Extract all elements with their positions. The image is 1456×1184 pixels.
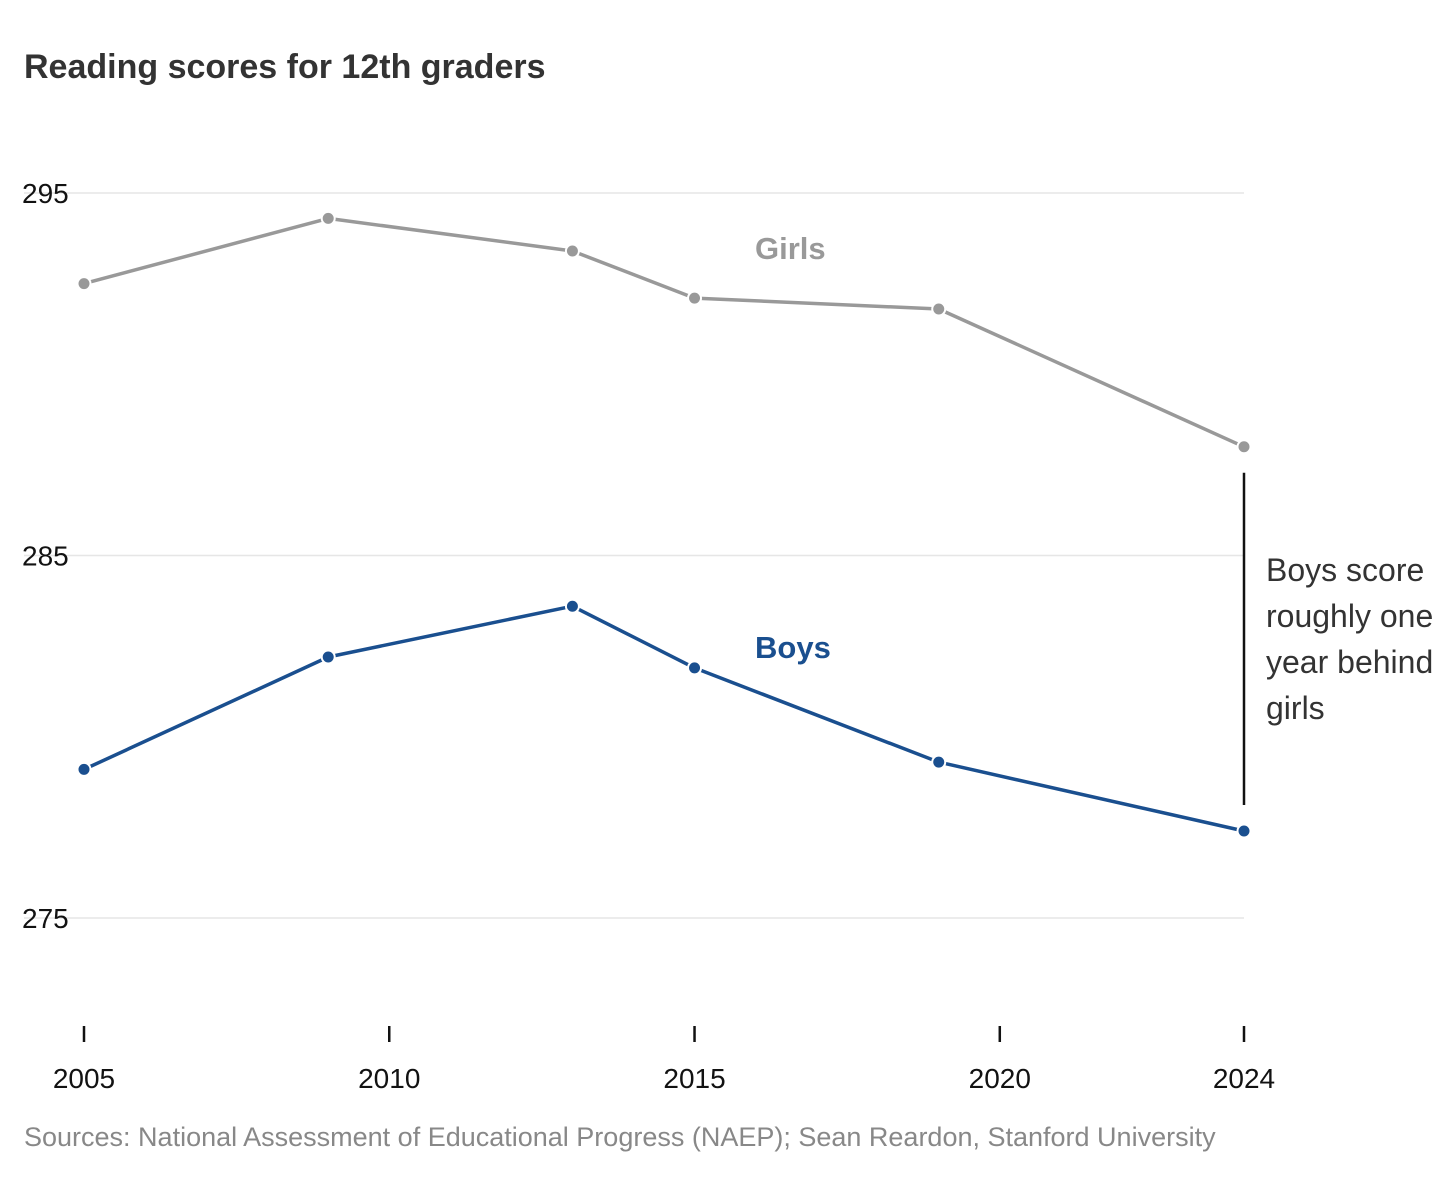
x-tick-label-2024: 2024 xyxy=(1213,1063,1275,1094)
point-girls-2013 xyxy=(564,243,580,259)
source-note: Sources: National Assessment of Educatio… xyxy=(24,1122,1216,1152)
point-boys-2019 xyxy=(931,754,947,770)
annotation: Boys score roughly one year behind girls xyxy=(1242,472,1433,805)
series-line-boys xyxy=(82,604,1246,833)
x-tick-label-2015: 2015 xyxy=(663,1063,725,1094)
point-girls-2015 xyxy=(687,290,703,306)
y-tick-label-295: 295 xyxy=(22,178,69,209)
point-boys-2024 xyxy=(1236,823,1252,839)
annotation-line-2: roughly one xyxy=(1266,598,1433,634)
x-axis: 2005 2010 2015 2020 2024 xyxy=(53,1026,1275,1094)
x-tick-label-2020: 2020 xyxy=(969,1063,1031,1094)
point-girls-2019 xyxy=(931,301,947,317)
series-line-girls xyxy=(82,216,1246,449)
point-boys-2013 xyxy=(564,598,580,614)
series-layer xyxy=(76,210,1252,839)
point-girls-2024 xyxy=(1236,439,1252,455)
point-boys-2005 xyxy=(76,761,92,777)
series-label-boys: Boys xyxy=(755,630,831,665)
y-tick-label-285: 285 xyxy=(22,541,69,572)
point-girls-2009 xyxy=(320,210,336,226)
annotation-line-1: Boys score xyxy=(1266,552,1424,588)
series-label-girls: Girls xyxy=(755,231,826,266)
annotation-line-3: year behind xyxy=(1266,644,1433,680)
annotation-line-4: girls xyxy=(1266,690,1325,726)
point-girls-2005 xyxy=(76,276,92,292)
x-tick-label-2010: 2010 xyxy=(358,1063,420,1094)
chart-title: Reading scores for 12th graders xyxy=(24,48,546,86)
point-boys-2015 xyxy=(687,660,703,676)
x-tick-label-2005: 2005 xyxy=(53,1063,115,1094)
grid-layer xyxy=(24,192,1244,919)
y-axis: 275 285 295 xyxy=(22,178,69,934)
point-boys-2009 xyxy=(320,649,336,665)
y-tick-label-275: 275 xyxy=(22,903,69,934)
